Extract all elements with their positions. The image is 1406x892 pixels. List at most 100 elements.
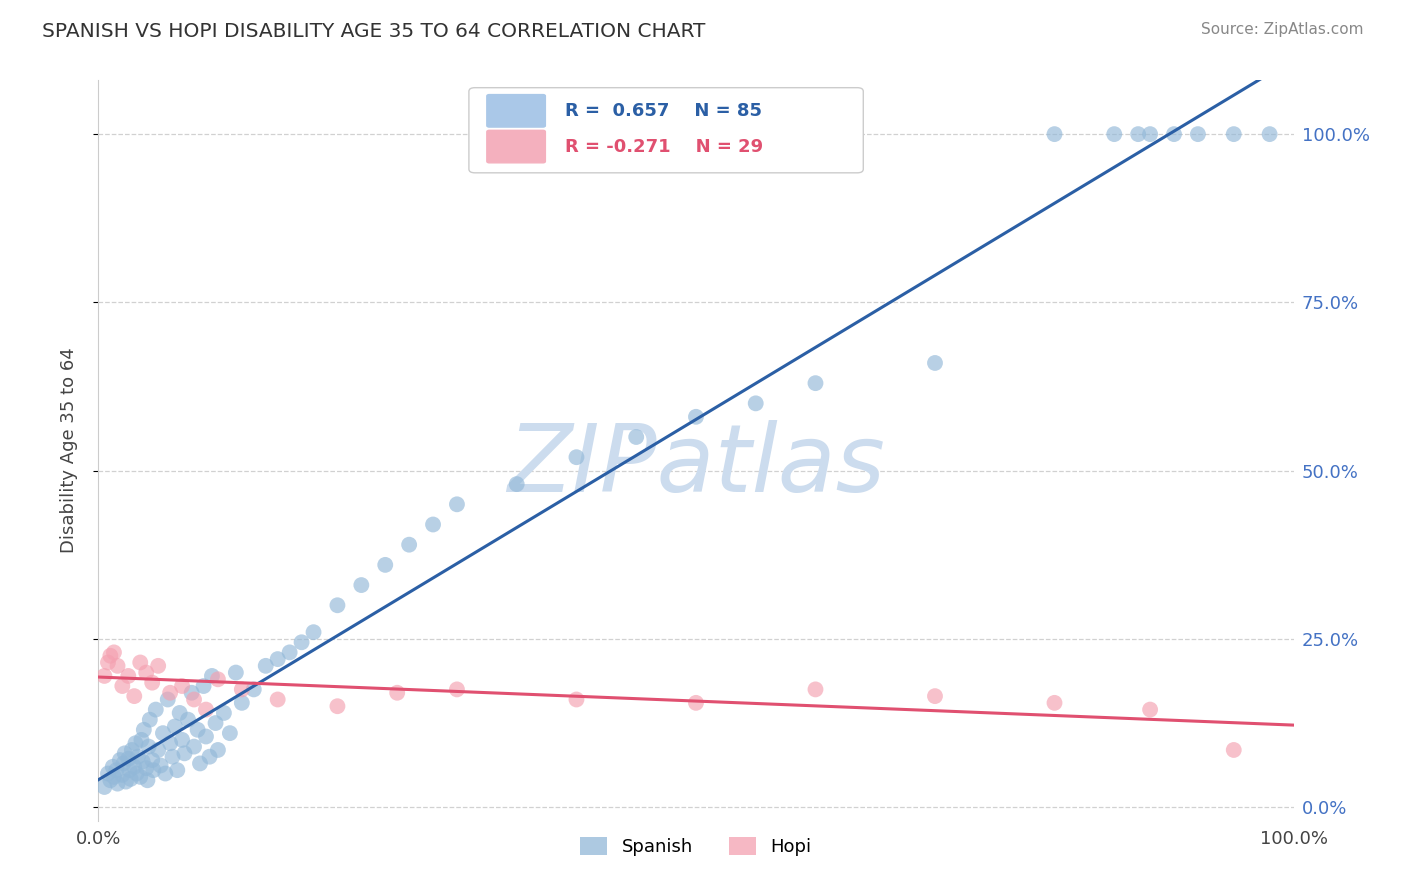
Point bbox=[219, 726, 242, 740]
Point bbox=[212, 706, 235, 720]
Point bbox=[103, 770, 125, 784]
FancyBboxPatch shape bbox=[486, 130, 546, 163]
Point bbox=[398, 538, 420, 552]
Point bbox=[1139, 703, 1161, 717]
Point bbox=[685, 409, 707, 424]
Point bbox=[1223, 743, 1246, 757]
Point bbox=[231, 682, 253, 697]
Point bbox=[138, 739, 160, 754]
Y-axis label: Disability Age 35 to 64: Disability Age 35 to 64 bbox=[59, 348, 77, 553]
Point bbox=[565, 692, 588, 706]
Point bbox=[93, 669, 115, 683]
Point bbox=[142, 763, 165, 777]
Point bbox=[201, 669, 224, 683]
Point bbox=[326, 699, 349, 714]
Point bbox=[148, 658, 170, 673]
Point bbox=[302, 625, 325, 640]
Point bbox=[195, 703, 218, 717]
Point bbox=[117, 669, 139, 683]
Point bbox=[159, 686, 181, 700]
Point bbox=[278, 645, 301, 659]
Point bbox=[291, 635, 314, 649]
Point bbox=[685, 696, 707, 710]
Point bbox=[183, 692, 205, 706]
Point bbox=[172, 732, 194, 747]
Point bbox=[145, 703, 167, 717]
Point bbox=[243, 682, 266, 697]
Point bbox=[141, 675, 163, 690]
Point bbox=[159, 736, 181, 750]
Point bbox=[225, 665, 247, 680]
Point bbox=[1139, 127, 1161, 141]
Point bbox=[1043, 696, 1066, 710]
Point bbox=[169, 706, 191, 720]
Point bbox=[107, 776, 129, 791]
FancyBboxPatch shape bbox=[470, 87, 863, 173]
Point bbox=[195, 730, 218, 744]
Point bbox=[136, 773, 159, 788]
Point bbox=[193, 679, 215, 693]
Point bbox=[135, 761, 157, 775]
Point bbox=[149, 758, 172, 772]
Point bbox=[385, 686, 409, 700]
Point bbox=[177, 713, 200, 727]
Point bbox=[111, 768, 134, 782]
Text: R =  0.657    N = 85: R = 0.657 N = 85 bbox=[565, 102, 762, 120]
Point bbox=[350, 578, 373, 592]
Point bbox=[129, 656, 152, 670]
Point bbox=[148, 743, 170, 757]
Point bbox=[105, 763, 128, 777]
Point bbox=[117, 752, 139, 766]
Point bbox=[139, 713, 162, 727]
Point bbox=[1258, 127, 1281, 141]
Point bbox=[1223, 127, 1246, 141]
Point bbox=[131, 755, 153, 769]
Point bbox=[125, 766, 148, 780]
Point bbox=[745, 396, 768, 410]
Point bbox=[163, 719, 186, 733]
Point bbox=[924, 689, 946, 703]
Point bbox=[114, 747, 136, 761]
Point bbox=[626, 430, 648, 444]
Point bbox=[135, 665, 157, 680]
Text: Source: ZipAtlas.com: Source: ZipAtlas.com bbox=[1201, 22, 1364, 37]
Point bbox=[180, 686, 202, 700]
Point bbox=[93, 780, 115, 794]
Point bbox=[127, 749, 149, 764]
Point bbox=[1043, 127, 1066, 141]
Point bbox=[166, 763, 188, 777]
Point bbox=[506, 477, 529, 491]
Point bbox=[267, 692, 290, 706]
Point bbox=[187, 723, 209, 737]
Text: SPANISH VS HOPI DISABILITY AGE 35 TO 64 CORRELATION CHART: SPANISH VS HOPI DISABILITY AGE 35 TO 64 … bbox=[42, 22, 706, 41]
Point bbox=[207, 673, 229, 687]
Point bbox=[131, 732, 153, 747]
Point bbox=[101, 760, 124, 774]
Point bbox=[97, 766, 120, 780]
Point bbox=[326, 599, 349, 613]
Legend: Spanish, Hopi: Spanish, Hopi bbox=[574, 830, 818, 863]
Point bbox=[183, 739, 205, 754]
Point bbox=[188, 756, 211, 771]
Point bbox=[231, 696, 253, 710]
Point bbox=[108, 753, 131, 767]
Point bbox=[924, 356, 946, 370]
Point bbox=[121, 743, 143, 757]
Point bbox=[198, 749, 221, 764]
Point bbox=[804, 376, 827, 391]
Point bbox=[172, 679, 194, 693]
Point bbox=[124, 760, 146, 774]
Point bbox=[107, 658, 129, 673]
Point bbox=[118, 763, 141, 777]
Point bbox=[132, 723, 155, 737]
Point bbox=[103, 645, 125, 659]
Point bbox=[173, 747, 195, 761]
Point bbox=[112, 756, 135, 771]
Point bbox=[374, 558, 396, 572]
Point bbox=[120, 772, 142, 786]
Point bbox=[129, 770, 152, 784]
Point bbox=[1163, 127, 1185, 141]
FancyBboxPatch shape bbox=[486, 95, 546, 127]
Point bbox=[98, 773, 122, 788]
Point bbox=[267, 652, 290, 666]
